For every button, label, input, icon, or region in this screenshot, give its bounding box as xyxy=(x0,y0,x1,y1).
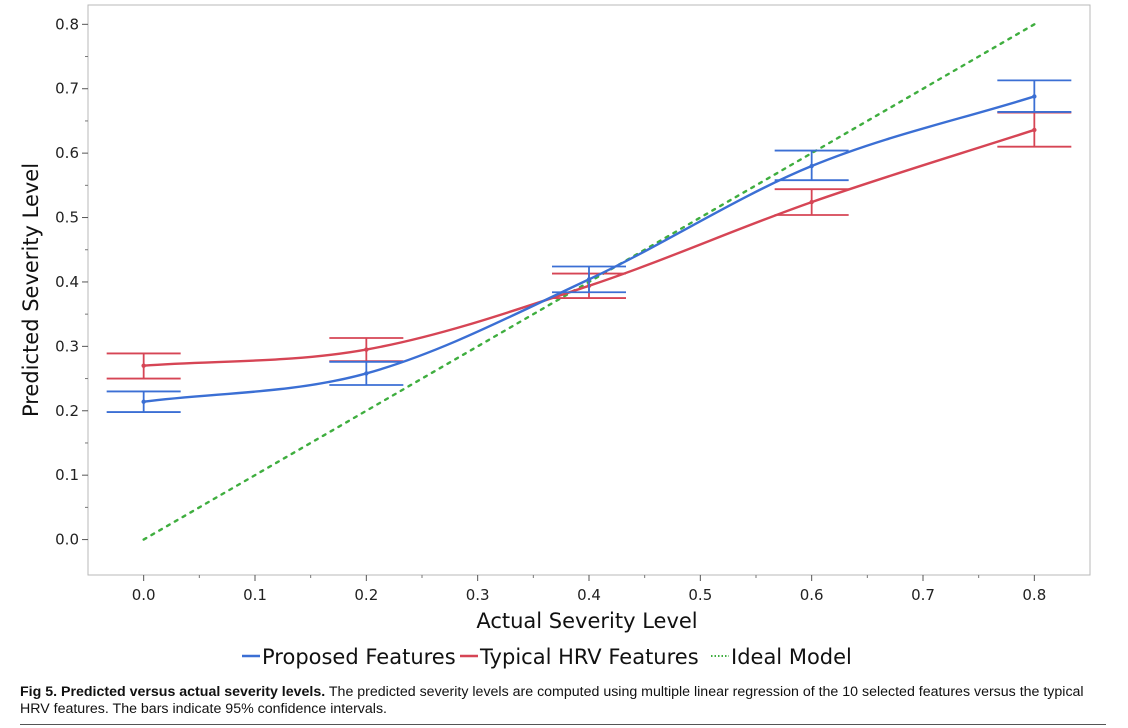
x-tick-label: 0.6 xyxy=(800,586,824,604)
x-tick-label: 0.4 xyxy=(577,586,601,604)
x-tick-label: 0.2 xyxy=(354,586,378,604)
data-point xyxy=(364,347,369,352)
data-point xyxy=(141,363,146,368)
x-axis: 0.0 0.1 0.2 0.3 0.4 0.5 0.6 0.7 0.8 xyxy=(132,575,1046,604)
y-tick-label: 0.4 xyxy=(55,273,79,291)
chart: 0.0 0.1 0.2 0.3 0.4 0.5 0.6 0.7 0.8 0.0 0.1 0.2 0.3… xyxy=(19,4,1091,669)
y-axis: 0.0 0.1 0.2 0.3 0.4 0.5 0.6 0.7 0.8 xyxy=(55,15,88,549)
legend-label-typical-hrv: Typical HRV Features xyxy=(479,645,699,669)
y-tick-label: 0.7 xyxy=(55,80,79,98)
data-point xyxy=(141,399,146,404)
data-point xyxy=(586,277,592,282)
data-point xyxy=(1032,127,1037,133)
legend: Proposed Features Typical HRV Features I… xyxy=(242,645,852,669)
x-tick-label: 0.1 xyxy=(243,586,267,604)
x-tick-label: 0.0 xyxy=(132,586,156,604)
series-typical-hrv-features xyxy=(106,111,1072,380)
caption-divider xyxy=(20,724,1106,725)
data-point xyxy=(1032,94,1037,99)
legend-item-proposed: Proposed Features xyxy=(242,645,456,669)
y-tick-label: 0.1 xyxy=(55,466,79,484)
data-point xyxy=(809,199,814,205)
figure-caption: Fig 5. Predicted versus actual severity … xyxy=(20,684,1106,718)
series-proposed-features xyxy=(106,79,1072,413)
legend-item-ideal: Ideal Model xyxy=(711,645,852,669)
y-axis-title: Predicted Severity Level xyxy=(19,163,43,417)
x-tick-label: 0.5 xyxy=(688,586,712,604)
series-layer xyxy=(106,23,1072,541)
y-tick-label: 0.3 xyxy=(55,337,79,355)
legend-label-proposed: Proposed Features xyxy=(262,645,456,669)
y-tick-label: 0.8 xyxy=(55,15,79,33)
y-tick-label: 0.6 xyxy=(55,144,79,162)
legend-item-typical-hrv: Typical HRV Features xyxy=(460,645,699,669)
x-tick-label: 0.7 xyxy=(911,586,935,604)
series-line-proposed-features xyxy=(143,95,1035,403)
y-tick-label: 0.0 xyxy=(55,531,79,549)
series-line-typical-hrv-features xyxy=(143,128,1035,367)
caption-text: The predicted severity levels are comput… xyxy=(20,684,1084,717)
y-tick-label: 0.5 xyxy=(55,209,79,227)
x-tick-label: 0.8 xyxy=(1022,586,1046,604)
x-axis-title: Actual Severity Level xyxy=(476,609,697,633)
data-point xyxy=(364,371,369,376)
legend-label-ideal: Ideal Model xyxy=(731,645,852,669)
x-tick-label: 0.3 xyxy=(466,586,490,604)
data-point xyxy=(809,163,814,169)
caption-title: Fig 5. Predicted versus actual severity … xyxy=(20,684,326,700)
y-tick-label: 0.2 xyxy=(55,402,79,420)
